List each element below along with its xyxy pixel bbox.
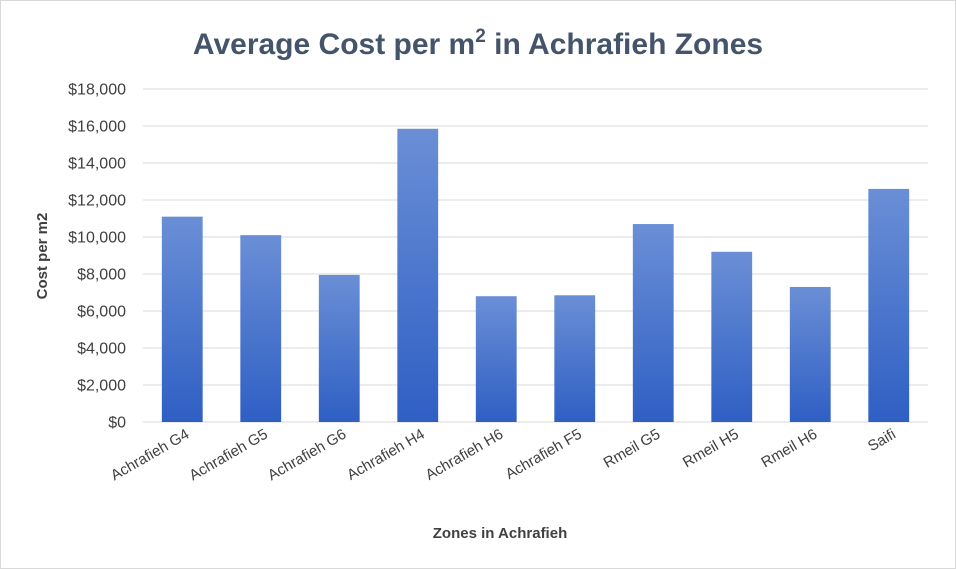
x-axis-title: Zones in Achrafieh: [433, 525, 567, 542]
y-tick-label: $4,000: [77, 341, 126, 358]
bar: [632, 224, 674, 422]
x-tick-label: Achrafieh G5: [186, 426, 270, 484]
x-tick-label: Achrafieh H6: [423, 426, 507, 484]
bar: [868, 188, 910, 422]
y-tick-label: $6,000: [77, 304, 126, 321]
y-tick-label: $14,000: [68, 156, 126, 173]
bar: [475, 296, 517, 422]
chart-title: Average Cost per m2 in Achrafieh Zones: [193, 26, 763, 61]
x-tick-label: Saifi: [865, 426, 899, 455]
y-tick-label: $16,000: [68, 119, 126, 136]
y-tick-label: $10,000: [68, 230, 126, 247]
y-axis-ticks: $0 $2,000 $4,000 $6,000 $8,000 $10,000 $12,000…: [68, 82, 126, 432]
x-tick-label: Achrafieh G4: [108, 426, 192, 484]
x-tick-label: Achrafieh H4: [344, 426, 428, 484]
x-tick-label: Rmeil H6: [758, 426, 820, 472]
chart-title-superscript: 2: [475, 26, 486, 47]
y-axis-title: Cost per m2: [34, 213, 51, 300]
x-tick-label: Rmeil H5: [680, 426, 742, 472]
y-tick-label: $0: [108, 415, 126, 432]
y-tick-label: $8,000: [77, 267, 126, 284]
x-tick-label: Achrafieh G6: [265, 426, 349, 484]
bars: [161, 128, 910, 422]
x-tick-label: Achrafieh F5: [503, 426, 585, 483]
bar: [711, 251, 753, 422]
bar: [397, 128, 439, 422]
y-tick-label: $2,000: [77, 378, 126, 395]
x-tick-label: Rmeil G5: [601, 426, 664, 472]
y-tick-label: $12,000: [68, 193, 126, 210]
bar: [318, 274, 360, 422]
y-tick-label: $18,000: [68, 82, 126, 99]
bar: [161, 216, 203, 422]
bar: [789, 286, 831, 422]
bar: [240, 235, 282, 422]
bar: [554, 295, 596, 422]
